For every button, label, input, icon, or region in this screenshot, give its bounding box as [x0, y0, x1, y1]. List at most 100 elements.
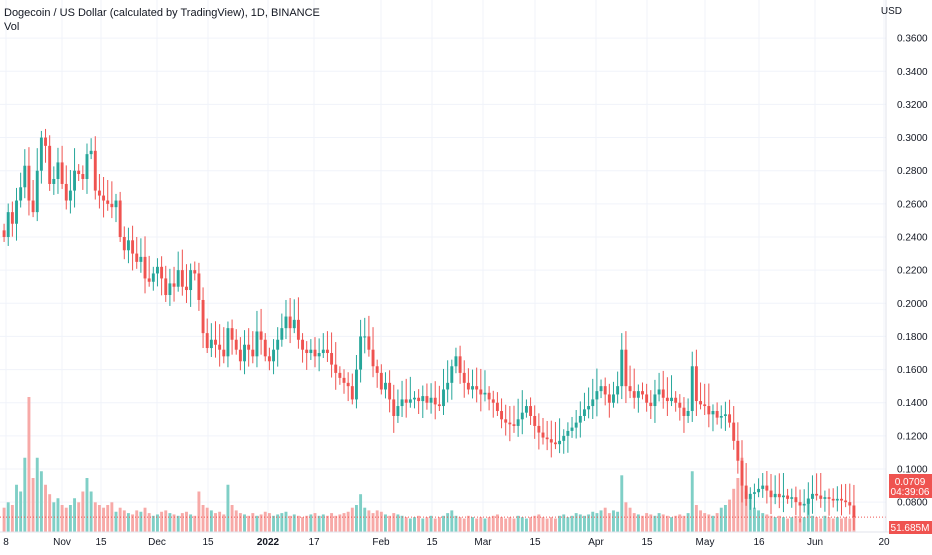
candle-body	[711, 411, 715, 415]
candle-body	[798, 502, 802, 506]
x-tick-label: 16	[753, 537, 765, 548]
volume-bar	[657, 513, 661, 532]
volume-bar	[230, 505, 234, 532]
candle-body	[255, 331, 259, 357]
candle-body	[827, 497, 831, 499]
volume-bar	[823, 515, 827, 532]
time-axis[interactable]: 8 Nov 15 Dec 15 2022 17 Feb 15 Mar 15 Apr 15 May 16 Jun…	[3, 537, 890, 548]
candle-body	[350, 386, 354, 400]
volume-bar	[126, 513, 130, 532]
x-tick-label: 15	[202, 537, 214, 548]
candle-body	[110, 203, 114, 208]
volume-bar	[782, 517, 785, 532]
candle-body	[707, 406, 711, 415]
candle-body	[512, 424, 516, 426]
candle-body	[168, 283, 172, 296]
candle-body	[840, 498, 843, 501]
candle-body	[508, 422, 512, 425]
price-axis[interactable]: 0.0800 0.1000 0.1200 0.1400 0.1600 0.1800 0.20…	[897, 34, 928, 509]
candle-body	[131, 240, 135, 254]
candle-body	[384, 382, 387, 390]
candle-body	[471, 386, 474, 390]
volume-bar	[624, 502, 628, 532]
volume-label[interactable]: Vol	[4, 21, 20, 33]
candle-body	[106, 200, 110, 204]
candle-body	[23, 165, 27, 188]
volume-bar	[537, 514, 541, 532]
candle-body	[39, 137, 43, 171]
candle-body	[520, 412, 524, 420]
candle-body	[172, 283, 176, 287]
y-tick-label: 0.2600	[897, 199, 928, 210]
candle-body	[504, 419, 508, 423]
candle-body	[48, 145, 52, 184]
candle-body	[176, 270, 180, 287]
volume-bar	[690, 471, 694, 532]
volume-bar	[599, 510, 603, 532]
volume-bar	[15, 484, 18, 532]
volume-bar	[417, 515, 421, 532]
volume-bar	[89, 491, 93, 532]
y-tick-label: 0.3200	[897, 100, 928, 111]
volume-bar	[442, 515, 445, 532]
candle-body	[437, 404, 441, 407]
volume-bar	[757, 510, 761, 532]
candle-body	[686, 411, 690, 416]
volume-bar	[516, 515, 520, 532]
volume-bar	[421, 518, 425, 532]
candle-body	[359, 336, 363, 370]
volume-bar	[848, 518, 852, 532]
candle-body	[831, 498, 835, 501]
candle-body	[126, 240, 130, 251]
symbol-title[interactable]: Dogecoin / US Dollar (calculated by Trad…	[4, 7, 320, 19]
candle-body	[475, 386, 479, 390]
volume-bar	[777, 515, 781, 532]
candle-body	[10, 212, 14, 224]
x-tick-label: Nov	[53, 537, 71, 548]
volume-bar	[296, 515, 300, 532]
candle-body	[429, 397, 433, 403]
volume-bar	[524, 518, 528, 532]
volume-bar	[384, 514, 387, 532]
volume-bar	[641, 515, 644, 532]
candle-body	[371, 349, 375, 367]
volume-bar	[48, 494, 52, 532]
volume-bar	[342, 513, 346, 532]
candle-body	[52, 178, 56, 184]
candle-body	[243, 344, 246, 362]
volume-bar	[620, 475, 624, 532]
x-tick-label: 15	[426, 537, 438, 548]
volume-bar	[495, 514, 499, 532]
volume-bar	[491, 515, 495, 532]
candle-body	[665, 397, 669, 402]
candle-body	[541, 432, 545, 438]
candle-body	[723, 414, 727, 416]
candle-body	[811, 493, 814, 499]
volume-bar	[371, 513, 375, 532]
candle-body	[118, 200, 122, 237]
volume-bar	[255, 515, 259, 532]
candle-body	[802, 503, 806, 506]
volume-bar	[819, 518, 823, 532]
candle-body	[89, 150, 93, 155]
volume-bar	[728, 499, 732, 532]
candle-body	[744, 485, 748, 499]
candle-body	[603, 386, 607, 395]
volume-bar	[39, 471, 43, 532]
volume-bar	[147, 513, 151, 532]
candle-body	[661, 389, 665, 398]
volume-bar	[483, 518, 487, 532]
volume-bar	[375, 510, 379, 532]
candle-body	[280, 328, 284, 340]
volume-bar	[106, 505, 110, 532]
volume-bar	[151, 515, 155, 532]
volume-bar	[284, 511, 288, 532]
candle-body	[769, 490, 773, 498]
candle-body	[732, 422, 736, 441]
volume-bar	[60, 505, 64, 532]
candle-body	[728, 414, 732, 423]
candle-body	[189, 270, 193, 291]
candle-body	[147, 278, 151, 282]
